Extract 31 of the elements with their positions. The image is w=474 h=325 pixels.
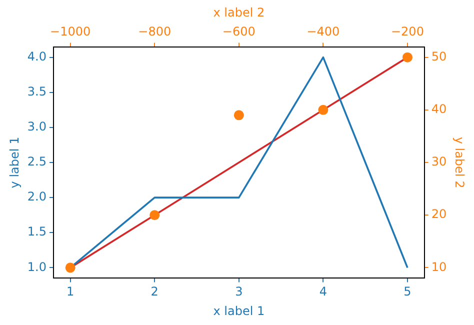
y-axis-title: y label 1 (7, 136, 22, 188)
y-tick-label: 1.0 (27, 260, 46, 274)
y-tick-label: 3.5 (27, 84, 46, 99)
y-tick-label: 4.0 (27, 49, 46, 64)
y2-tick-label: 30 (431, 154, 447, 169)
y-tick-label: 1.5 (27, 224, 46, 239)
y-tick-label: 2.5 (27, 154, 46, 169)
x2-tick-label: −1000 (50, 24, 91, 39)
x-tick-label: 1 (66, 284, 74, 299)
x-tick-label: 4 (319, 284, 328, 299)
y2-tick-label: 20 (431, 207, 447, 222)
x2-tick-label: −600 (222, 24, 256, 39)
y2-tick-label: 40 (431, 102, 447, 116)
point (318, 104, 328, 115)
point (65, 262, 76, 273)
point (150, 210, 160, 220)
point (402, 52, 412, 62)
y2-tick-label: 50 (431, 49, 447, 64)
x-tick-label: 5 (404, 284, 412, 299)
x2-tick-label: −200 (390, 24, 424, 39)
x2-tick-label: −800 (138, 24, 172, 39)
x-axis-title: x label 1 (213, 304, 265, 318)
y2-tick-label: 10 (431, 260, 447, 274)
point (234, 110, 244, 120)
y-tick-label: 3.0 (27, 120, 46, 134)
x2-axis-title: x label 2 (213, 5, 265, 20)
x-tick-label: 2 (150, 284, 158, 299)
x2-tick-label: −400 (306, 24, 340, 39)
y2-axis-title: y label 2 (452, 136, 467, 188)
y-tick-label: 2.0 (27, 190, 46, 204)
x-tick-label: 3 (235, 284, 243, 299)
